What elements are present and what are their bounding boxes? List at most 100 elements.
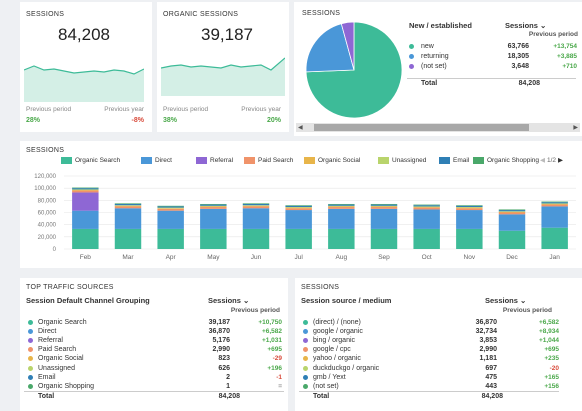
bar-segment-paid-search[interactable] — [498, 212, 526, 215]
bar-segment-organic-search[interactable] — [541, 227, 568, 249]
sessions-column-header[interactable]: Sessions ⌄ — [485, 296, 526, 305]
legend-row[interactable]: (not set) 3,648 +710 — [409, 62, 577, 71]
bar-segment-direct[interactable] — [541, 206, 568, 228]
legend-item[interactable]: Referral — [196, 157, 233, 165]
bar-segment-organic-search[interactable] — [413, 228, 440, 249]
bar-segment-organic-shopping[interactable] — [370, 203, 398, 205]
bar-segment-organic-search[interactable] — [370, 228, 398, 249]
bar-segment-unassigned[interactable] — [242, 205, 270, 206]
bar-segment-organic-social[interactable] — [456, 207, 483, 209]
bar-segment-direct[interactable] — [157, 210, 184, 229]
table-row[interactable]: duckduckgo / organic 697 -20 — [303, 364, 559, 373]
bar-segment-paid-search[interactable] — [72, 190, 99, 193]
bar-segment-organic-shopping[interactable] — [413, 204, 440, 206]
bar-segment-organic-social[interactable] — [114, 205, 142, 207]
bar-segment-organic-social[interactable] — [242, 205, 270, 207]
table-row[interactable]: Direct 36,870 +6,582 — [28, 327, 282, 336]
bar-segment-email[interactable] — [413, 205, 440, 207]
bar-segment-organic-social[interactable] — [370, 206, 398, 208]
bar-segment-organic-shopping[interactable] — [200, 203, 227, 205]
table-row[interactable]: google / organic 32,734 +8,934 — [303, 327, 559, 336]
pie-slice-notset[interactable] — [340, 21, 355, 71]
table-row[interactable]: yahoo / organic 1,181 +235 — [303, 354, 559, 363]
bar-segment-email[interactable] — [242, 203, 270, 206]
legend-item[interactable]: Unassigned — [378, 157, 426, 165]
bar-segment-email[interactable] — [114, 203, 142, 206]
bar-segment-direct[interactable] — [114, 208, 142, 229]
bar-segment-direct[interactable] — [413, 209, 440, 229]
bar-segment-paid-search[interactable] — [456, 208, 483, 211]
bar-segment-email[interactable] — [541, 202, 568, 204]
legend-item[interactable]: Organic Search — [61, 157, 120, 165]
bar-segment-organic-social[interactable] — [413, 207, 440, 208]
bar-segment-organic-search[interactable] — [114, 228, 142, 249]
bar-segment-organic-shopping[interactable] — [456, 205, 483, 206]
bar-segment-organic-search[interactable] — [456, 228, 483, 249]
legend-row[interactable]: new 63,766 +13,754 — [409, 42, 577, 51]
legend-item[interactable]: Organic Social — [304, 157, 360, 165]
bar-segment-direct[interactable] — [498, 214, 526, 231]
bar-segment-direct[interactable] — [200, 208, 227, 229]
horizontal-scrollbar[interactable]: ◀ ▶ — [296, 123, 580, 132]
bar-segment-organic-search[interactable] — [498, 230, 526, 249]
bar-segment-paid-search[interactable] — [541, 204, 568, 207]
table-row[interactable]: Unassigned 626 +196 — [28, 364, 282, 373]
table-row[interactable]: google / cpc 2,990 +695 — [303, 345, 559, 354]
legend-item[interactable]: Organic Shopping — [473, 157, 539, 165]
bar-segment-unassigned[interactable] — [72, 189, 99, 190]
bar-segment-referral[interactable] — [72, 192, 99, 211]
table-row[interactable]: Organic Shopping 1 = — [28, 382, 282, 391]
pager-prev-icon[interactable]: ◀ — [540, 157, 545, 164]
pager-next-icon[interactable]: ▶ — [558, 157, 564, 164]
bar-segment-organic-shopping[interactable] — [114, 203, 142, 204]
table-row[interactable]: Organic Search 39,187 +10,750 — [28, 318, 282, 327]
table-row[interactable]: Referral 5,176 +1,031 — [28, 336, 282, 345]
bar-segment-organic-search[interactable] — [72, 228, 99, 249]
bar-segment-unassigned[interactable] — [413, 206, 440, 208]
bar-segment-unassigned[interactable] — [157, 207, 184, 209]
bar-segment-direct[interactable] — [72, 210, 99, 229]
scroll-left-arrow[interactable]: ◀ — [298, 125, 303, 131]
bar-segment-unassigned[interactable] — [200, 205, 227, 207]
bar-segment-paid-search[interactable] — [370, 207, 398, 209]
scroll-right-arrow[interactable]: ▶ — [573, 125, 578, 131]
bar-segment-email[interactable] — [72, 188, 99, 190]
bar-segment-organic-search[interactable] — [200, 228, 227, 249]
bar-segment-organic-shopping[interactable] — [498, 209, 526, 211]
bar-segment-organic-social[interactable] — [498, 211, 526, 213]
bar-segment-paid-search[interactable] — [157, 208, 184, 211]
sessions-column-header[interactable]: Sessions ⌄ — [505, 21, 546, 30]
bar-segment-email[interactable] — [200, 204, 227, 206]
table-row[interactable]: gmb / Yext 475 +165 — [303, 373, 559, 382]
bar-segment-organic-search[interactable] — [328, 228, 355, 249]
bar-segment-direct[interactable] — [242, 208, 270, 229]
bar-segment-unassigned[interactable] — [114, 205, 142, 206]
bar-segment-organic-shopping[interactable] — [72, 187, 99, 189]
bar-segment-email[interactable] — [498, 210, 526, 212]
scrollbar-thumb[interactable] — [314, 124, 529, 131]
bar-segment-paid-search[interactable] — [413, 207, 440, 210]
bar-segment-paid-search[interactable] — [242, 206, 270, 209]
pie-slice-returning[interactable] — [305, 23, 355, 73]
bar-segment-unassigned[interactable] — [370, 205, 398, 207]
bar-segment-organic-social[interactable] — [285, 207, 312, 209]
legend-item[interactable]: Email — [439, 157, 469, 165]
bar-segment-organic-search[interactable] — [242, 228, 270, 249]
bar-segment-organic-social[interactable] — [200, 206, 227, 208]
bar-segment-unassigned[interactable] — [285, 207, 312, 208]
bar-segment-email[interactable] — [157, 206, 184, 208]
bar-segment-organic-shopping[interactable] — [328, 203, 355, 205]
legend-row[interactable]: returning 18,305 +3,885 — [409, 52, 577, 61]
table-row[interactable]: (not set) 443 +156 — [303, 382, 559, 391]
bar-segment-organic-shopping[interactable] — [541, 201, 568, 203]
bar-segment-unassigned[interactable] — [498, 211, 526, 212]
bar-segment-organic-search[interactable] — [157, 228, 184, 249]
table-row[interactable]: bing / organic 3,853 +1,044 — [303, 336, 559, 345]
bar-segment-organic-social[interactable] — [328, 206, 355, 208]
legend-item[interactable]: Paid Search — [244, 157, 293, 165]
bar-segment-organic-shopping[interactable] — [285, 205, 312, 206]
bar-segment-organic-shopping[interactable] — [157, 205, 184, 207]
bar-segment-unassigned[interactable] — [456, 207, 483, 208]
bar-segment-paid-search[interactable] — [114, 206, 142, 209]
bar-segment-paid-search[interactable] — [285, 208, 312, 211]
